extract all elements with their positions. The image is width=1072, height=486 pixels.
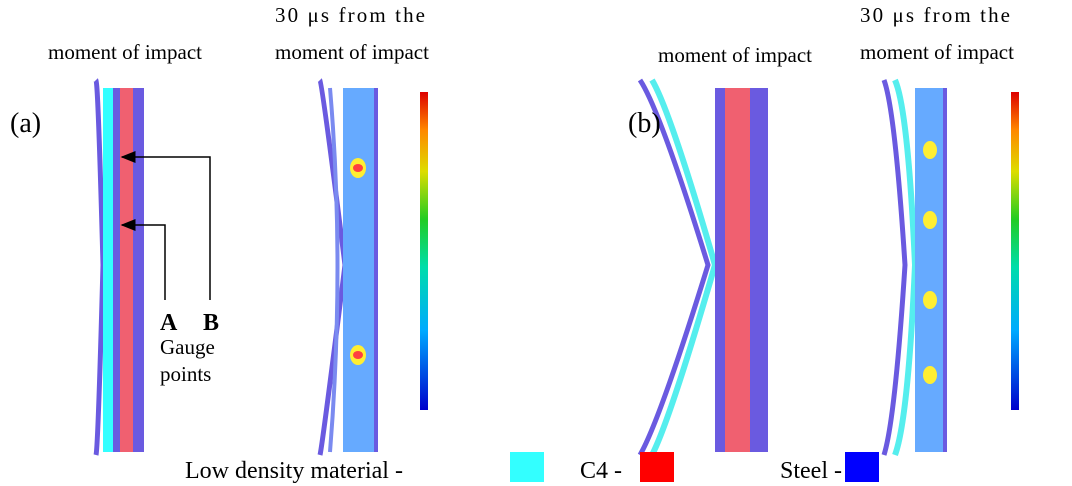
legend-swatch — [845, 452, 879, 482]
panel-a-after — [320, 80, 428, 455]
caption: 30 μs from the — [860, 3, 1010, 27]
legend-label: Low density material - — [185, 458, 403, 484]
legend-label: C4 - — [580, 458, 622, 484]
legend-swatch — [510, 452, 544, 482]
legend: Low density material - C4 - Steel - — [185, 452, 879, 484]
panel-label: (a) — [10, 108, 41, 139]
caption: 30 μs from the — [275, 3, 425, 27]
panel-label: (b) — [628, 108, 661, 139]
gauge-label: B — [203, 310, 219, 336]
figure: moment of impact 30 μs from the moment o… — [0, 0, 1072, 486]
gauge-caption: points — [160, 362, 211, 386]
legend-label: Steel - — [780, 458, 842, 484]
gauge-label: A — [160, 310, 178, 336]
caption: moment of impact — [275, 40, 429, 64]
legend-swatch — [640, 452, 674, 482]
gauge-caption: Gauge — [160, 335, 215, 359]
panel-b-after — [884, 80, 1019, 455]
panel-a-before — [96, 80, 144, 455]
caption: moment of impact — [860, 40, 1014, 64]
caption: moment of impact — [48, 40, 202, 64]
caption: moment of impact — [658, 43, 812, 67]
